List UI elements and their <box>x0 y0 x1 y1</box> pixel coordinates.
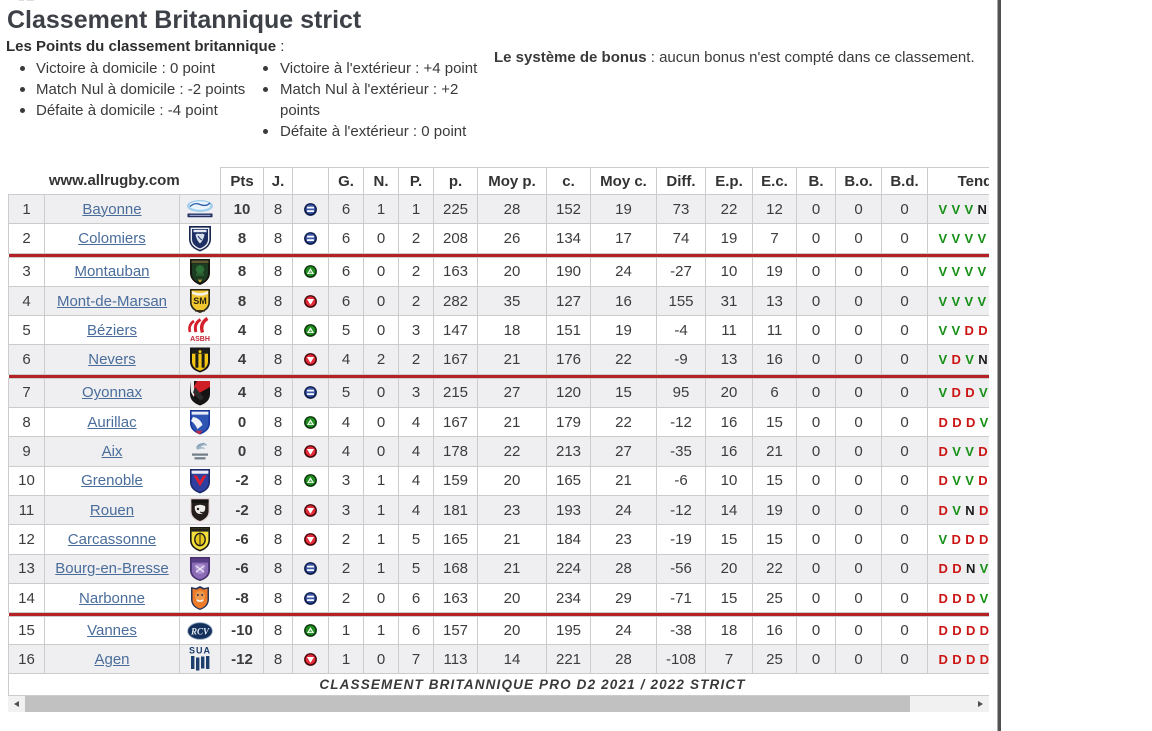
svg-text:SM: SM <box>193 296 207 306</box>
svg-text:SUA: SUA <box>189 646 211 656</box>
svg-text:ASBH: ASBH <box>190 336 210 343</box>
svg-text:RCV: RCV <box>190 626 210 636</box>
